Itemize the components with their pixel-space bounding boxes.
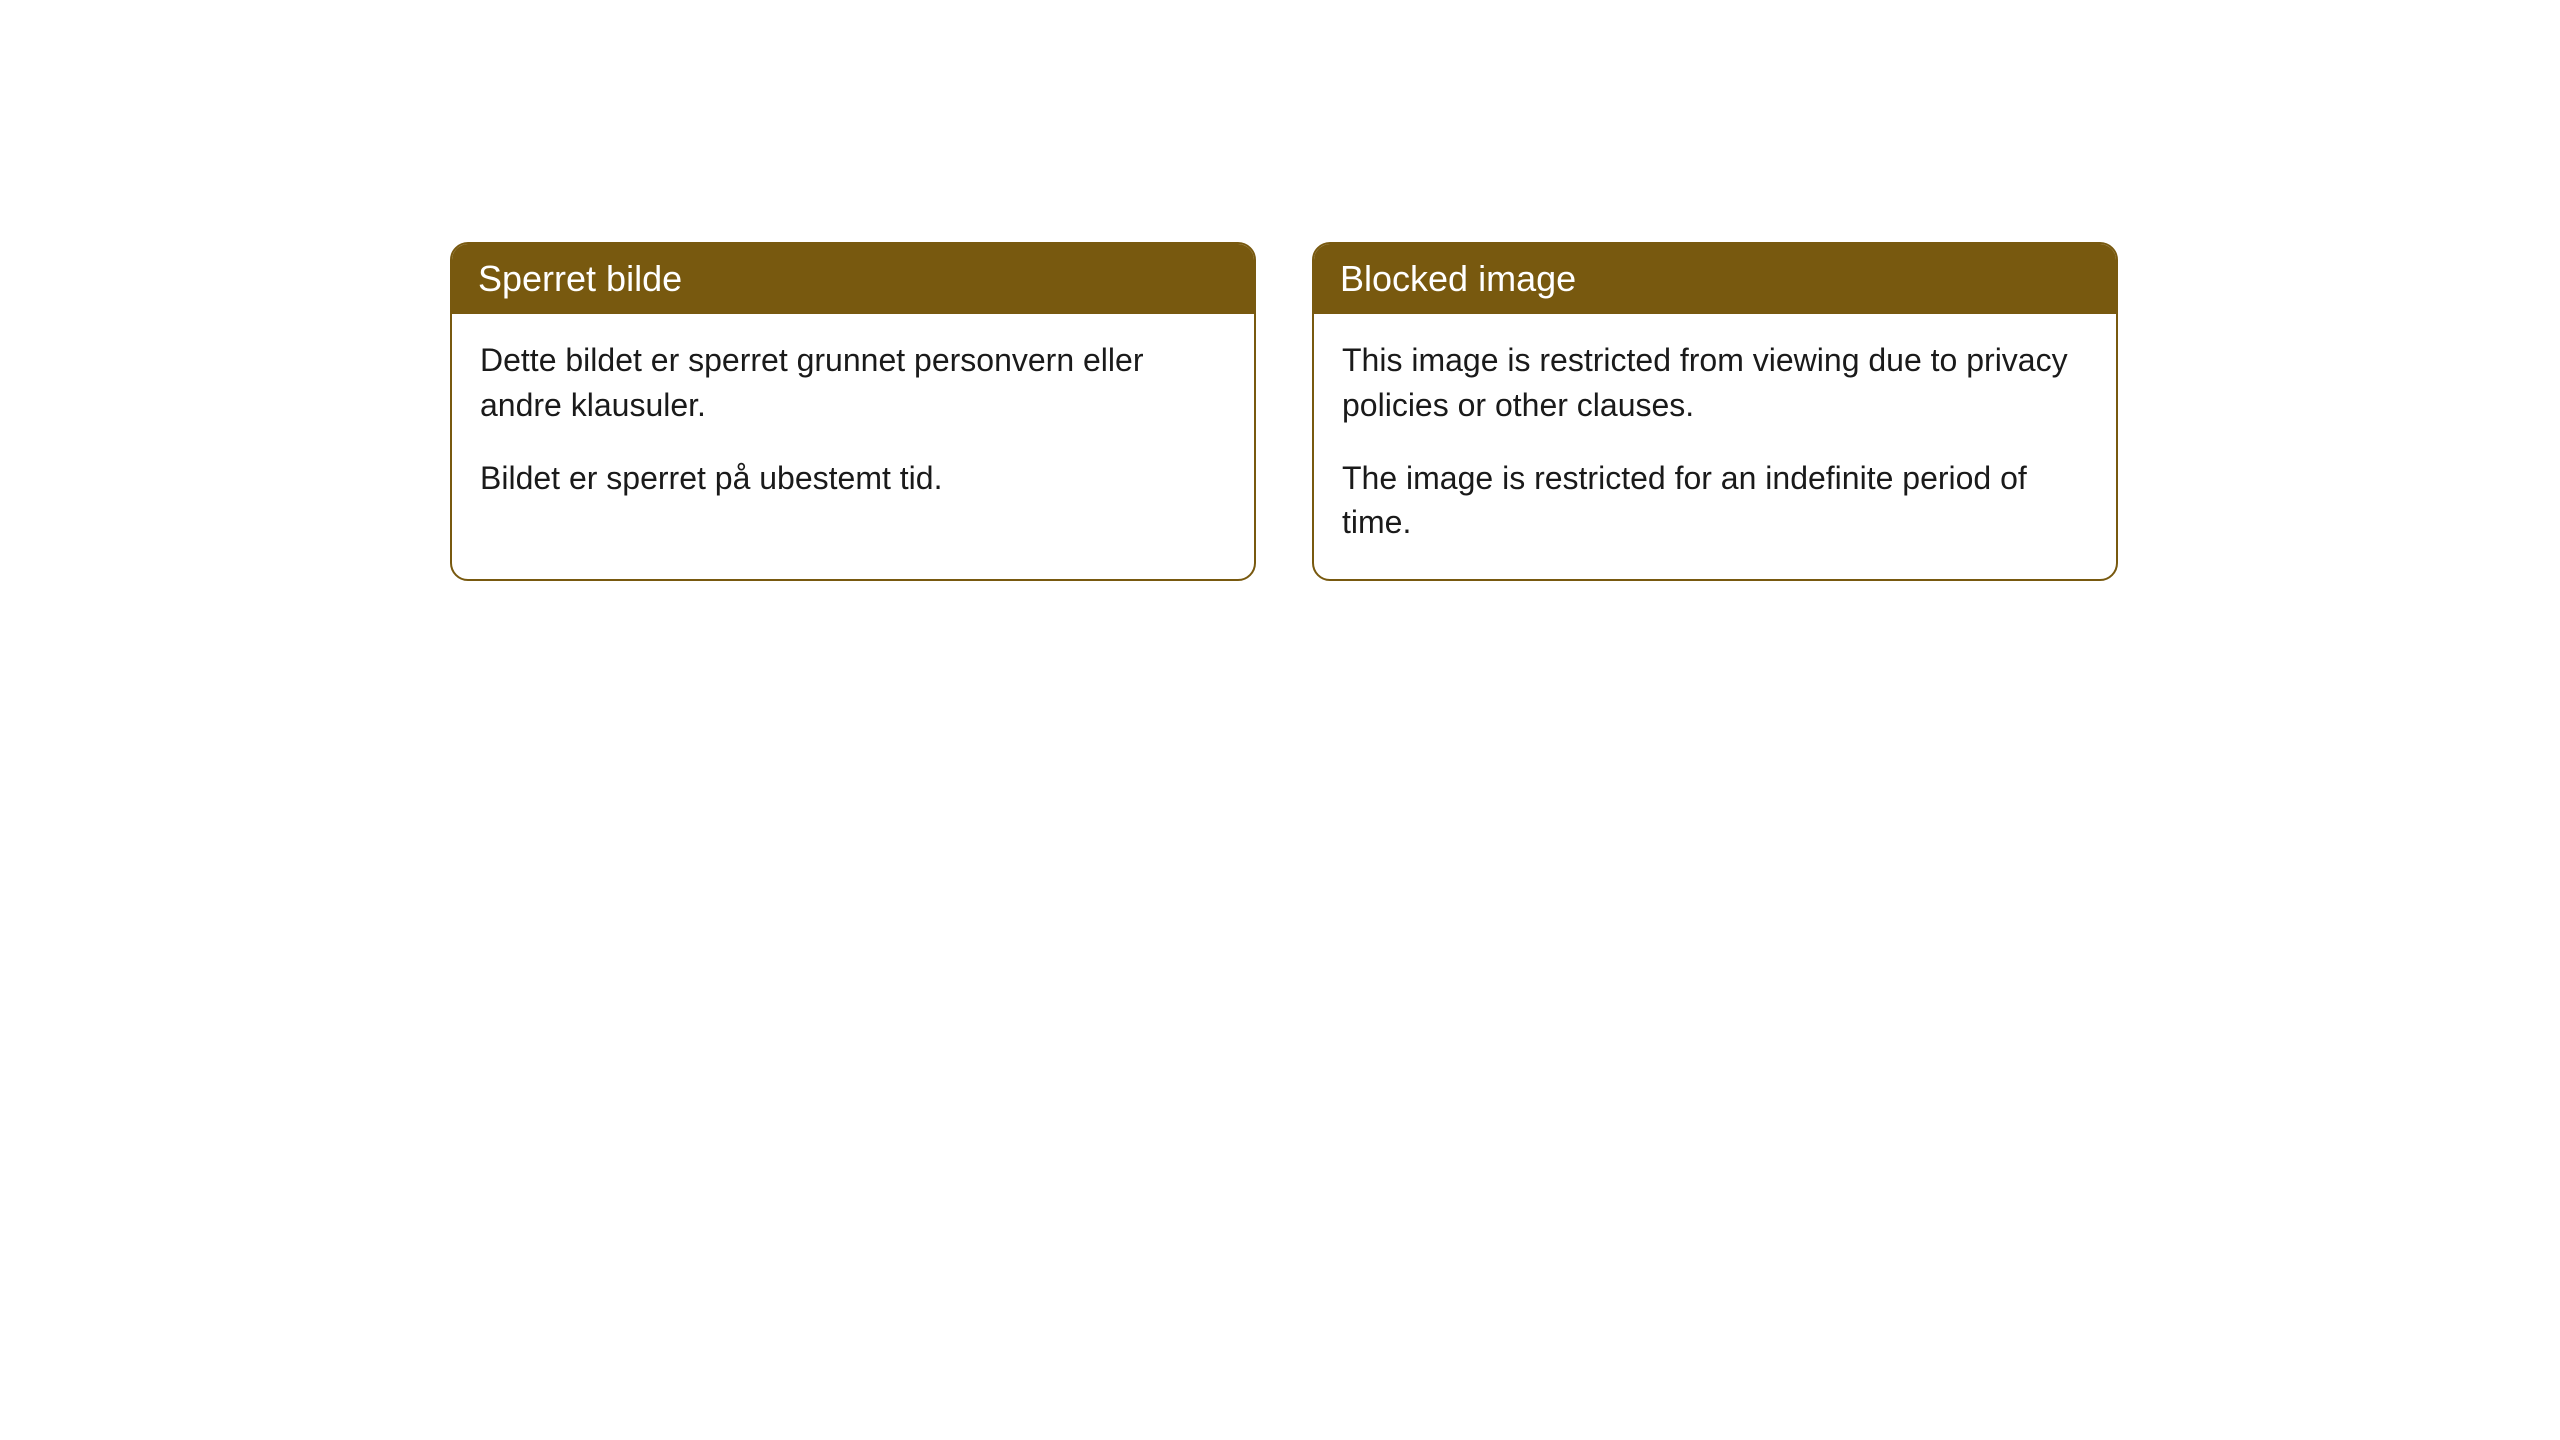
notice-card-english: Blocked image This image is restricted f… <box>1312 242 2118 581</box>
notice-card-norwegian: Sperret bilde Dette bildet er sperret gr… <box>450 242 1256 581</box>
notice-body: Dette bildet er sperret grunnet personve… <box>452 314 1254 534</box>
notice-paragraph-1: This image is restricted from viewing du… <box>1342 338 2088 428</box>
notice-paragraph-1: Dette bildet er sperret grunnet personve… <box>480 338 1226 428</box>
notice-paragraph-2: The image is restricted for an indefinit… <box>1342 456 2088 546</box>
notice-container: Sperret bilde Dette bildet er sperret gr… <box>450 242 2118 581</box>
notice-paragraph-2: Bildet er sperret på ubestemt tid. <box>480 456 1226 501</box>
notice-header: Sperret bilde <box>452 244 1254 314</box>
notice-body: This image is restricted from viewing du… <box>1314 314 2116 579</box>
notice-header: Blocked image <box>1314 244 2116 314</box>
